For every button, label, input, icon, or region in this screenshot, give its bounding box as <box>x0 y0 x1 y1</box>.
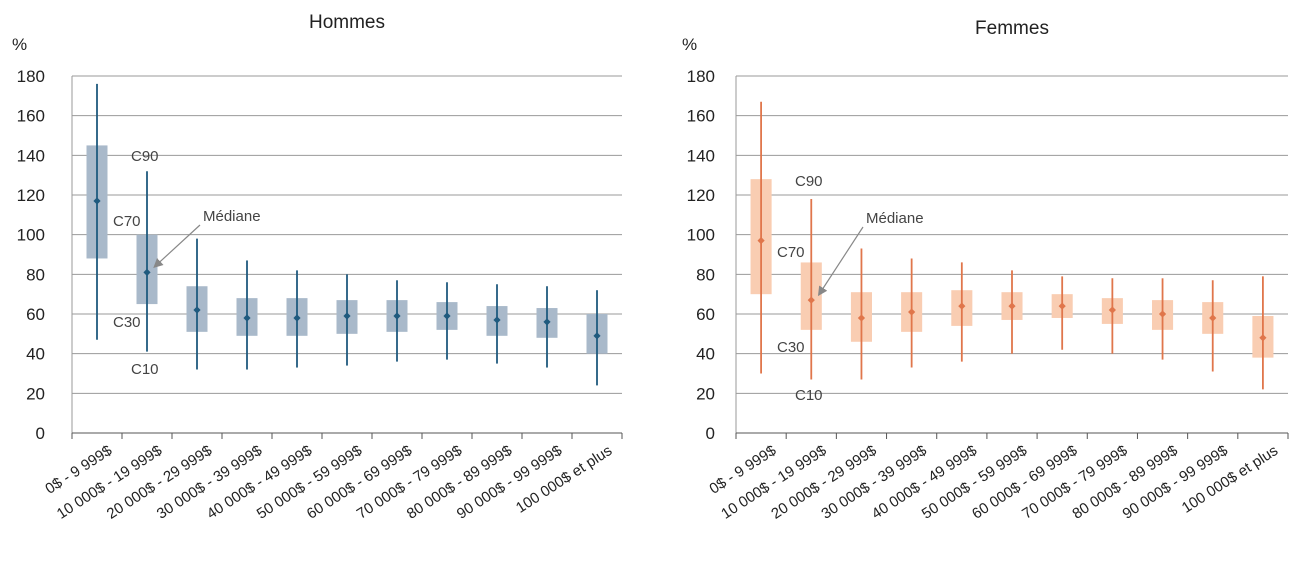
hommes-median-point <box>93 197 101 205</box>
femmes-annotation-c10: C10 <box>795 387 823 404</box>
femmes-y-tick-label: 20 <box>696 384 715 403</box>
femmes-median-point <box>807 296 815 304</box>
femmes-median-point <box>1259 334 1267 342</box>
femmes-y-tick-label: 180 <box>687 67 715 86</box>
femmes-median-point <box>1108 306 1116 314</box>
hommes-mediane-arrow <box>153 224 201 268</box>
hommes-y-unit: % <box>12 35 27 54</box>
hommes-annotation-c90: C90 <box>131 148 159 165</box>
hommes-annotation-c30: C30 <box>113 314 141 331</box>
hommes-y-tick-label: 160 <box>17 107 45 126</box>
femmes-y-tick-label: 120 <box>687 186 715 205</box>
femmes-annotation-c70: C70 <box>777 244 805 261</box>
femmes-y-tick-label: 40 <box>696 345 715 364</box>
femmes-annotation-c90: C90 <box>795 173 823 190</box>
hommes-median-point <box>543 318 551 326</box>
hommes-annotation-c70: C70 <box>113 213 141 230</box>
femmes-y-tick-label: 60 <box>696 305 715 324</box>
femmes-median-point <box>857 314 866 322</box>
hommes-y-tick-label: 0 <box>36 424 45 443</box>
femmes-mediane-arrow <box>817 226 864 297</box>
femmes-median-point <box>757 237 765 245</box>
femmes-y-tick-label: 100 <box>687 226 715 245</box>
hommes-median-point <box>443 312 451 320</box>
hommes-median-point <box>593 332 601 340</box>
femmes-y-tick-label: 0 <box>706 424 715 443</box>
hommes-y-tick-label: 60 <box>26 305 45 324</box>
femmes-y-tick-label: 80 <box>696 265 715 284</box>
femmes-annotation-c30: C30 <box>777 339 805 356</box>
hommes-median-point <box>293 314 301 322</box>
femmes-median-point <box>1209 314 1217 322</box>
hommes-annotation-mediane: Médiane <box>203 208 261 225</box>
hommes-median-point <box>243 314 251 322</box>
femmes-median-point <box>1058 302 1066 310</box>
femmes-y-unit: % <box>682 35 697 54</box>
hommes-median-point <box>193 306 201 314</box>
hommes-annotation-c10: C10 <box>131 361 159 378</box>
femmes-chart-title: Femmes <box>975 18 1049 39</box>
hommes-median-point <box>493 316 501 324</box>
hommes-y-tick-label: 20 <box>26 384 45 403</box>
hommes-chart-title: Hommes <box>309 12 385 33</box>
hommes-y-tick-label: 80 <box>26 265 45 284</box>
hommes-median-point <box>143 268 151 276</box>
hommes-y-tick-label: 100 <box>17 226 45 245</box>
hommes-median-point <box>343 312 351 320</box>
femmes-y-tick-label: 140 <box>687 146 715 165</box>
hommes-y-tick-label: 40 <box>26 345 45 364</box>
femmes-median-point <box>908 308 916 316</box>
hommes-y-tick-label: 180 <box>17 67 45 86</box>
femmes-y-tick-label: 160 <box>687 107 715 126</box>
femmes-annotation-mediane: Médiane <box>866 210 924 227</box>
hommes-median-point <box>393 312 401 320</box>
hommes-y-tick-label: 120 <box>17 186 45 205</box>
femmes-median-point <box>1158 310 1167 318</box>
hommes-y-tick-label: 140 <box>17 146 45 165</box>
femmes-median-point <box>958 302 966 310</box>
femmes-median-point <box>1008 302 1016 310</box>
